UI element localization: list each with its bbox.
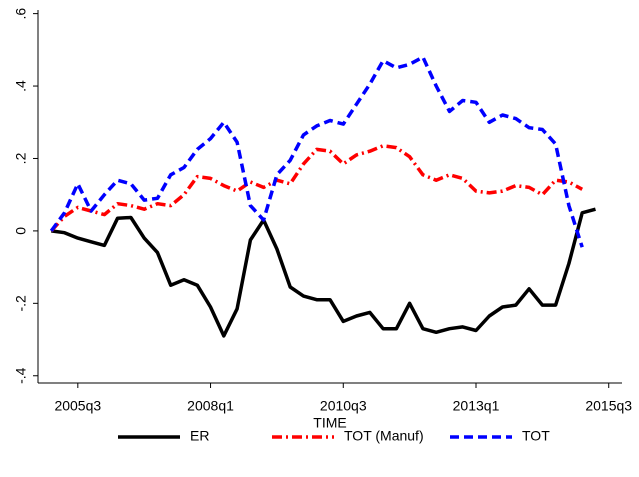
y-tick-label: .2 bbox=[13, 152, 29, 164]
legend-label: TOT (Manuf) bbox=[344, 428, 424, 444]
y-tick-label: 0 bbox=[13, 227, 29, 235]
x-tick-label: 2005q3 bbox=[54, 398, 101, 414]
x-tick-label: 2008q1 bbox=[187, 398, 234, 414]
x-tick-label: 2010q3 bbox=[320, 398, 367, 414]
y-tick-label: .6 bbox=[13, 8, 29, 20]
series-line bbox=[49, 55, 584, 248]
series-line bbox=[50, 144, 584, 233]
legend-label: TOT bbox=[522, 428, 550, 444]
legend-label: ER bbox=[190, 428, 209, 444]
y-tick-label: -.4 bbox=[13, 367, 29, 384]
y-tick-label: .4 bbox=[13, 80, 29, 92]
x-axis-label: TIME bbox=[313, 415, 346, 431]
x-tick-label: 2015q3 bbox=[585, 398, 632, 414]
y-tick-label: -.2 bbox=[13, 295, 29, 312]
series-line bbox=[51, 207, 596, 338]
x-tick-label: 2013q1 bbox=[453, 398, 500, 414]
